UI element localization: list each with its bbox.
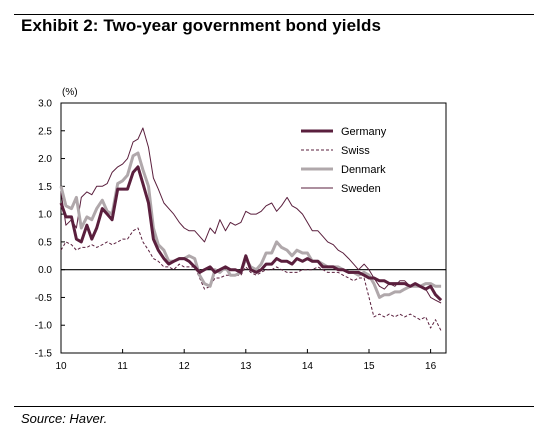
x-tick-label: 15 <box>363 361 375 372</box>
plot-frame <box>60 102 447 354</box>
y-tick-label: 0.5 <box>38 237 52 248</box>
y-tick-label: 1.5 <box>38 182 52 193</box>
y-tick-label: 2.0 <box>38 154 52 165</box>
y-tick-label: -0.5 <box>35 293 53 304</box>
x-tick-label: 13 <box>240 361 252 372</box>
title-top-rule <box>14 14 534 15</box>
x-tick-label: 14 <box>302 361 314 372</box>
series-line-germany <box>59 165 443 302</box>
series-line-swiss <box>60 227 442 332</box>
series-line-sweden <box>60 127 442 304</box>
x-tick-label: 12 <box>179 361 191 372</box>
legend-label-denmark: Denmark <box>341 164 386 176</box>
x-tick-label: 16 <box>425 361 437 372</box>
source-note: Source: Haver. <box>21 411 108 426</box>
y-tick-label: -1.0 <box>35 321 53 332</box>
legend-label-sweden: Sweden <box>341 183 381 195</box>
legend-label-swiss: Swiss <box>341 145 370 157</box>
y-unit-label: (%) <box>62 87 78 98</box>
y-tick-label: 3.0 <box>38 99 52 110</box>
x-tick-label: 11 <box>117 361 128 372</box>
y-tick-label: -1.5 <box>35 349 53 360</box>
exhibit-title: Exhibit 2: Two-year government bond yiel… <box>21 16 381 35</box>
y-tick-label: 2.5 <box>38 126 52 137</box>
source-top-rule <box>14 406 534 407</box>
y-tick-label: 0.0 <box>38 265 52 276</box>
y-tick-label: 1.0 <box>38 210 52 221</box>
x-tick-label: 10 <box>55 361 67 372</box>
legend-label-germany: Germany <box>341 126 387 138</box>
